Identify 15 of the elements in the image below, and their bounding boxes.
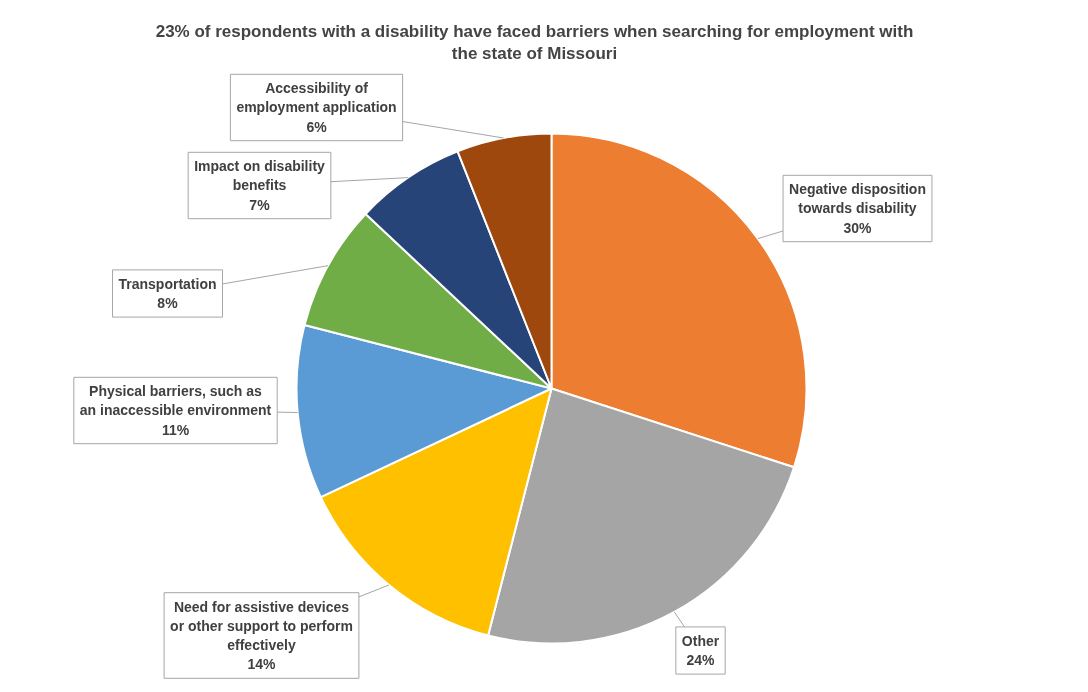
chart-title: 23% of respondents with a disability have faced barriers when searching for employment with the state of Missouri: [155, 21, 914, 64]
slice-label: Need for assistive devices or other support to perform effectively: [170, 598, 353, 654]
data-label: 24%: [686, 652, 716, 669]
data-label: 30%: [843, 219, 873, 236]
slice-label: Impact on disability benefits: [194, 158, 326, 194]
data-label: 8%: [157, 295, 179, 312]
slice-label: Physical barriers, such as an inaccessible environment: [79, 383, 272, 419]
slice-label: Negative disposition towards disability: [789, 181, 926, 217]
data-label: 11%: [161, 421, 190, 438]
data-label: 6%: [306, 118, 328, 135]
data-label: 14%: [247, 656, 277, 673]
slice-label: Other: [681, 632, 720, 649]
slice-label: Transportation: [118, 275, 217, 292]
data-label: 7%: [249, 196, 271, 213]
slice-label: Accessibility of employment application: [236, 80, 397, 116]
